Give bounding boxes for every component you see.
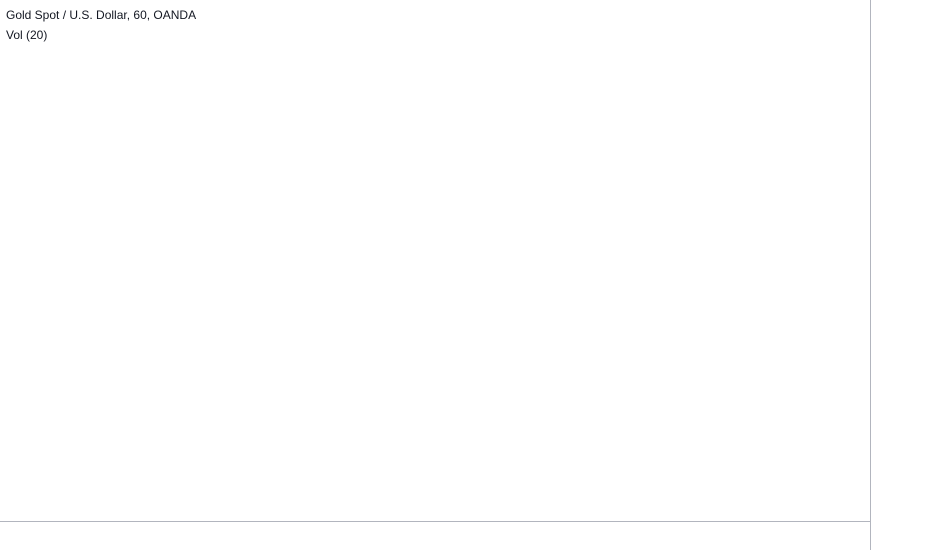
- volume-label: Vol (20): [6, 28, 47, 42]
- chart-title: Gold Spot / U.S. Dollar, 60, OANDA: [6, 8, 196, 22]
